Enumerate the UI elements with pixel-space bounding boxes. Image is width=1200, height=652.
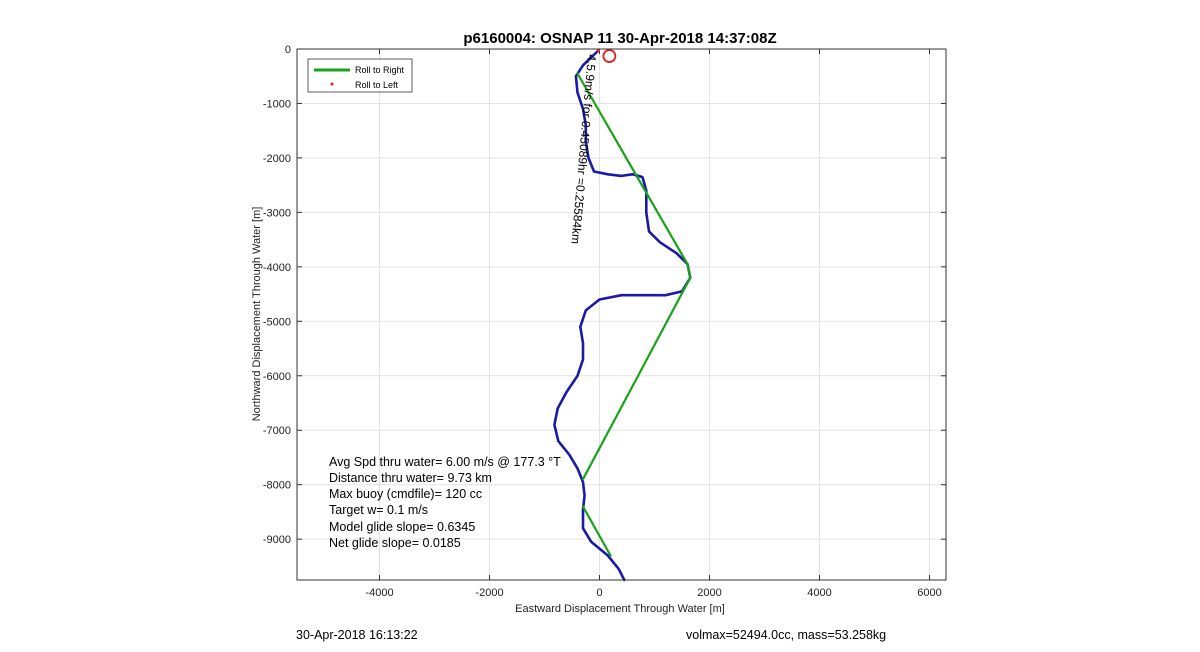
- y-tick-label: -9000: [263, 534, 291, 546]
- stat-distance: Distance thru water= 9.73 km: [329, 471, 492, 485]
- y-tick-label: -5000: [263, 316, 291, 328]
- footer-timestamp: 30-Apr-2018 16:13:22: [296, 628, 418, 642]
- y-tick-label: -3000: [263, 207, 291, 219]
- series-roll-right-line: [576, 72, 692, 481]
- y-tick-label: -4000: [263, 262, 291, 274]
- x-axis-label: Eastward Displacement Through Water [m]: [515, 603, 725, 615]
- series-roll-right-line: [581, 505, 612, 557]
- plot-area: -4000 -2000 0 2000 4000 6000 0 -1000 -2000 -3000 -…: [263, 44, 947, 599]
- stat-net-glide: Net glide slope= 0.0185: [329, 536, 461, 550]
- legend-swatch-roll-left: [330, 82, 334, 86]
- y-tick-label: 0: [285, 44, 291, 56]
- y-tick-label: -6000: [263, 371, 291, 383]
- stat-model-glide: Model glide slope= 0.6345: [329, 520, 475, 534]
- stat-avg-speed: Avg Spd thru water= 6.00 m/s @ 177.3 °T: [329, 455, 561, 469]
- roll-left-dot-marker: [596, 49, 601, 53]
- y-tick-label: -7000: [263, 425, 291, 437]
- stat-target-w: Target w= 0.1 m/s: [329, 503, 428, 517]
- stats-annotation: Avg Spd thru water= 6.00 m/s @ 177.3 °T …: [329, 455, 561, 550]
- y-tick-label: -2000: [263, 153, 291, 165]
- y-tick-label: -1000: [263, 98, 291, 110]
- y-axis-label: Northward Displacement Through Water [m]: [251, 207, 263, 422]
- y-tick-label: -8000: [263, 480, 291, 492]
- x-tick-label: -4000: [365, 587, 393, 599]
- start-circle-marker: [602, 49, 617, 63]
- stat-max-buoy: Max buoy (cmdfile)= 120 cc: [329, 487, 482, 501]
- x-tick-label: 2000: [697, 587, 721, 599]
- plot-background: [297, 49, 946, 580]
- legend-box: [307, 58, 413, 93]
- x-tick-label: 0: [596, 587, 602, 599]
- legend: Roll to Right Roll to Left: [307, 58, 413, 93]
- x-tick-label: 4000: [807, 587, 831, 599]
- chart-title: p6160004: OSNAP 11 30-Apr-2018 14:37:08Z: [463, 30, 776, 47]
- footer-volmax-mass: volmax=52494.0cc, mass=53.258kg: [686, 628, 886, 642]
- series-track-line: [553, 49, 692, 582]
- x-tick-label: -2000: [475, 587, 503, 599]
- plot-frame: [296, 48, 947, 581]
- legend-label-roll-left: Roll to Left: [355, 80, 399, 90]
- x-tick-label: 6000: [917, 587, 941, 599]
- legend-label-roll-right: Roll to Right: [355, 65, 405, 75]
